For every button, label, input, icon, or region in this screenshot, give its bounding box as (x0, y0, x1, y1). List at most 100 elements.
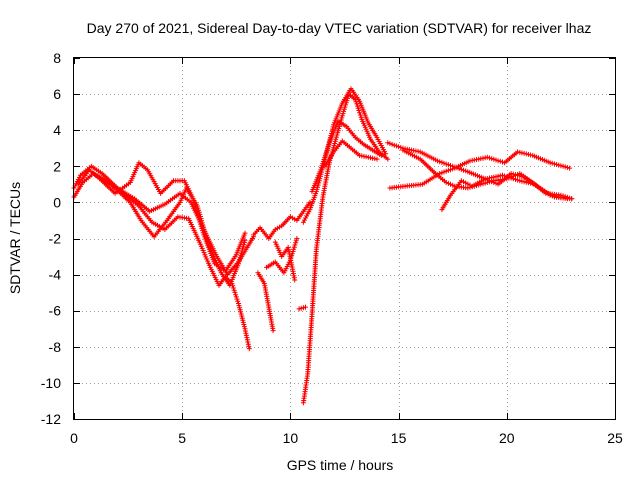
data-point-marker (242, 237, 248, 243)
data-point-marker (515, 177, 521, 183)
series-track-m (322, 138, 380, 169)
data-point-marker (461, 167, 466, 173)
data-point-marker (241, 242, 247, 248)
x-tick-label: 5 (178, 430, 186, 446)
data-point-marker (461, 179, 466, 185)
data-point-marker (355, 105, 361, 111)
data-point-marker (198, 216, 204, 222)
y-axis-title: SDTVAR / TECUs (7, 182, 23, 294)
data-point-marker (233, 294, 239, 300)
data-point-marker (202, 252, 208, 258)
data-point-marker (231, 287, 237, 293)
x-axis-title: GPS time / hours (287, 457, 394, 473)
plot-area (71, 86, 575, 406)
x-tick-label: 10 (283, 430, 299, 446)
data-point-marker (233, 292, 239, 298)
data-point-marker (356, 108, 362, 113)
data-point-marker (491, 180, 497, 185)
y-tick-label: -12 (41, 411, 61, 427)
data-point-marker (230, 285, 236, 291)
x-tick-label: 15 (391, 430, 407, 446)
data-point-marker (497, 158, 503, 164)
data-point-marker (291, 244, 297, 250)
data-point-marker (556, 162, 562, 168)
data-point-marker (303, 304, 308, 310)
data-point-marker (551, 161, 557, 167)
data-point-marker (448, 163, 453, 168)
data-point-marker (443, 168, 449, 174)
data-point-marker (316, 180, 322, 186)
data-point-marker (465, 181, 471, 187)
data-point-marker (357, 110, 363, 116)
data-point-marker (484, 177, 490, 183)
data-point-marker (293, 238, 299, 244)
data-point-marker (317, 176, 323, 182)
data-point-marker (385, 156, 391, 162)
data-point-marker (232, 289, 238, 295)
data-point-marker (340, 111, 346, 117)
data-point-marker (450, 166, 456, 172)
series-line (73, 172, 251, 350)
data-point-marker (448, 181, 453, 187)
data-point-marker (300, 219, 306, 225)
data-point-marker (569, 196, 575, 202)
data-point-marker (443, 180, 449, 185)
data-point-marker (515, 172, 521, 178)
y-tick-label: 8 (53, 50, 61, 66)
plot-frame (73, 57, 616, 420)
data-point-marker (564, 165, 570, 170)
data-point-marker (374, 156, 380, 162)
y-tick-label: 0 (53, 194, 61, 210)
y-tick-label: -6 (49, 303, 62, 319)
data-point-marker (393, 143, 399, 149)
data-point-marker (562, 164, 568, 170)
series-track-d (93, 172, 248, 288)
data-point-marker (246, 346, 252, 352)
data-point-marker (508, 171, 514, 176)
data-point-marker (396, 144, 402, 150)
data-point-marker (354, 101, 360, 107)
chart-title: Day 270 of 2021, Sidereal Day-to-day VTE… (87, 20, 592, 36)
data-point-marker (378, 153, 384, 158)
x-tick-label: 0 (70, 430, 78, 446)
series-track-a (71, 171, 252, 352)
data-point-marker (341, 106, 347, 112)
x-tick-label: 25 (607, 430, 623, 446)
data-point-marker (298, 305, 304, 311)
data-point-marker (383, 151, 389, 157)
data-point-marker (239, 248, 245, 254)
data-point-marker (491, 156, 497, 162)
data-point-marker (294, 236, 300, 241)
data-point-marker (236, 261, 241, 267)
series-track-h (272, 239, 298, 283)
data-point-marker (237, 254, 243, 260)
series-track-o (387, 149, 573, 191)
grid (74, 58, 615, 419)
data-point-marker (567, 165, 573, 171)
x-tick-label: 20 (499, 430, 515, 446)
data-point-marker (292, 277, 298, 283)
data-point-marker (242, 230, 248, 236)
data-point-marker (339, 113, 345, 119)
y-tick-label: 4 (53, 122, 61, 138)
data-point-marker (448, 167, 453, 173)
data-point-marker (484, 154, 490, 160)
y-tick-label: -8 (49, 339, 62, 355)
data-point-marker (387, 141, 393, 147)
data-point-marker (334, 132, 340, 138)
data-point-marker (510, 171, 516, 177)
data-point-marker (270, 328, 276, 334)
y-tick-label: -2 (49, 231, 62, 247)
data-point-marker (234, 296, 240, 302)
data-point-marker (549, 160, 555, 166)
series-track-j (300, 91, 391, 406)
y-tick-label: -4 (49, 267, 62, 283)
data-point-marker (558, 163, 564, 169)
series-track-f (255, 270, 276, 334)
data-point-marker (450, 182, 456, 188)
data-point-marker (487, 155, 492, 161)
data-point-marker (292, 242, 298, 248)
data-point-marker (443, 161, 449, 167)
